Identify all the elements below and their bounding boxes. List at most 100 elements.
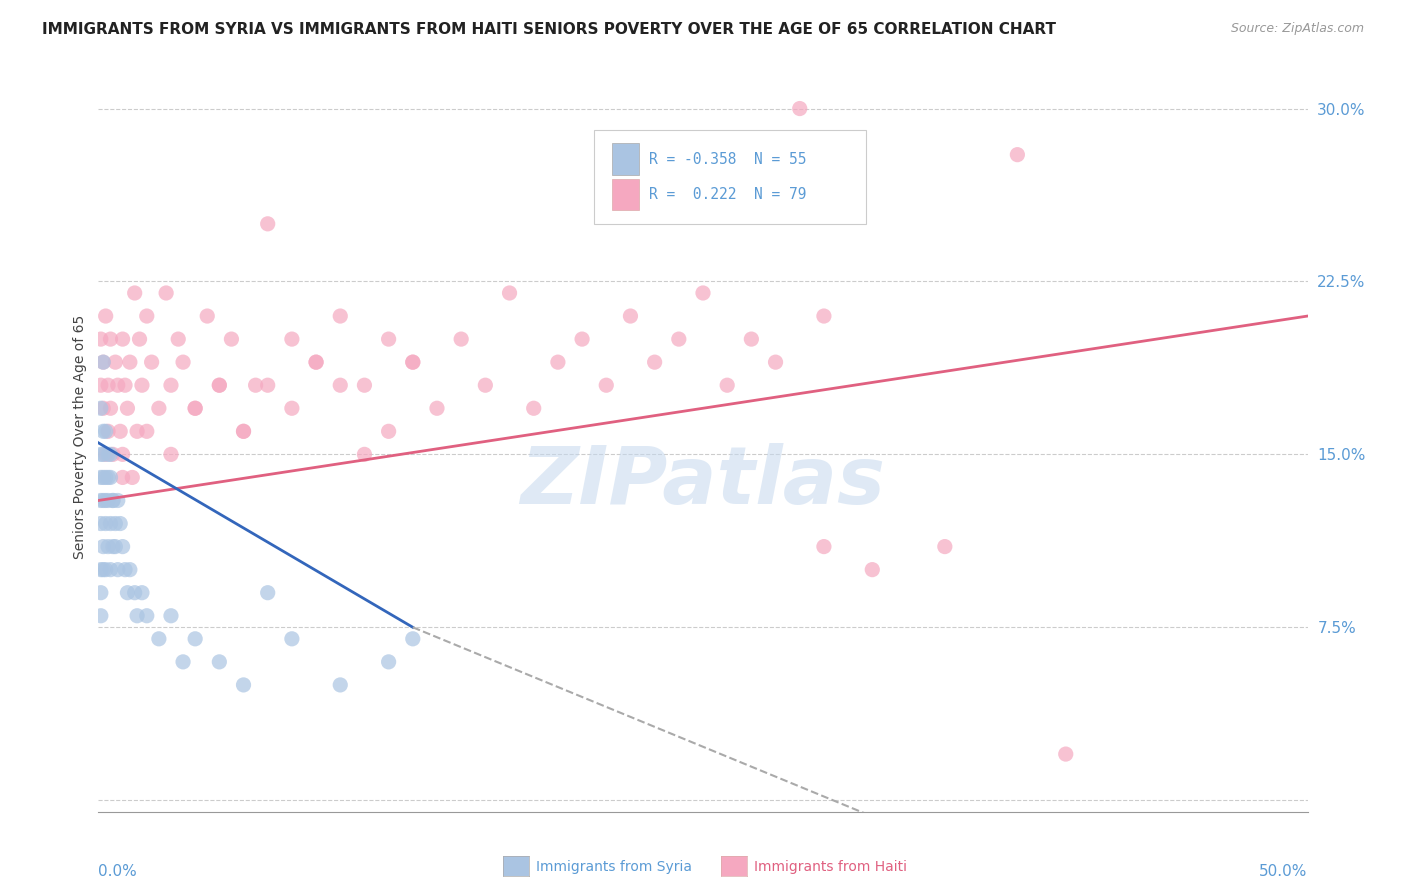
- Point: [91, 540, 114, 554]
- Point: [329, 378, 352, 392]
- Point: [104, 355, 127, 369]
- Point: [184, 401, 207, 416]
- Point: [94, 309, 117, 323]
- Point: [232, 678, 254, 692]
- Text: IMMIGRANTS FROM SYRIA VS IMMIGRANTS FROM HAITI SENIORS POVERTY OVER THE AGE OF 6: IMMIGRANTS FROM SYRIA VS IMMIGRANTS FROM…: [42, 22, 1056, 37]
- Point: [172, 655, 194, 669]
- Point: [256, 217, 278, 231]
- Point: [644, 355, 666, 369]
- Text: 0.0%: 0.0%: [98, 864, 138, 880]
- Point: [740, 332, 762, 346]
- Point: [377, 655, 399, 669]
- Point: [90, 401, 112, 416]
- Point: [135, 608, 157, 623]
- Point: [160, 378, 183, 392]
- Point: [111, 332, 134, 346]
- Point: [450, 332, 472, 346]
- Point: [114, 378, 136, 392]
- Point: [148, 401, 170, 416]
- Text: R =  0.222  N = 79: R = 0.222 N = 79: [648, 186, 806, 202]
- Point: [131, 585, 153, 599]
- Point: [111, 540, 134, 554]
- Text: R = -0.358  N = 55: R = -0.358 N = 55: [648, 152, 806, 167]
- Point: [141, 355, 163, 369]
- Point: [104, 516, 127, 531]
- Point: [100, 470, 122, 484]
- Point: [353, 378, 375, 392]
- Point: [208, 378, 231, 392]
- Point: [90, 493, 112, 508]
- Point: [860, 563, 883, 577]
- Point: [94, 563, 117, 577]
- Point: [195, 309, 218, 323]
- Point: [90, 608, 112, 623]
- Text: ZIPatlas: ZIPatlas: [520, 443, 886, 521]
- Point: [97, 425, 120, 439]
- Point: [135, 425, 157, 439]
- Point: [101, 447, 124, 461]
- Point: [135, 309, 157, 323]
- Point: [91, 425, 114, 439]
- Point: [90, 470, 112, 484]
- Point: [90, 447, 112, 461]
- Point: [108, 425, 131, 439]
- Point: [90, 516, 112, 531]
- FancyBboxPatch shape: [595, 130, 866, 224]
- Point: [208, 378, 231, 392]
- Point: [256, 378, 278, 392]
- Text: Source: ZipAtlas.com: Source: ZipAtlas.com: [1230, 22, 1364, 36]
- Point: [97, 540, 120, 554]
- Point: [377, 332, 399, 346]
- Point: [97, 470, 120, 484]
- Point: [91, 355, 114, 369]
- Point: [184, 632, 207, 646]
- Point: [668, 332, 690, 346]
- Point: [91, 447, 114, 461]
- Point: [789, 102, 811, 116]
- Point: [160, 608, 183, 623]
- Point: [97, 493, 120, 508]
- Point: [94, 425, 117, 439]
- Point: [94, 493, 117, 508]
- Point: [692, 285, 714, 300]
- Point: [111, 470, 134, 484]
- Point: [281, 332, 304, 346]
- Bar: [613, 144, 638, 175]
- Point: [91, 470, 114, 484]
- Text: Immigrants from Syria: Immigrants from Syria: [536, 860, 692, 874]
- Point: [128, 332, 150, 346]
- Point: [148, 632, 170, 646]
- Point: [329, 309, 352, 323]
- Point: [104, 540, 127, 554]
- Point: [94, 470, 117, 484]
- Point: [101, 540, 124, 554]
- Point: [256, 585, 278, 599]
- Point: [474, 378, 496, 392]
- Point: [498, 285, 520, 300]
- Point: [426, 401, 449, 416]
- Text: 50.0%: 50.0%: [1260, 864, 1308, 880]
- Point: [90, 378, 112, 392]
- Point: [108, 516, 131, 531]
- Point: [547, 355, 569, 369]
- Point: [124, 585, 146, 599]
- Point: [934, 540, 956, 554]
- Point: [208, 655, 231, 669]
- Point: [245, 378, 267, 392]
- Point: [765, 355, 787, 369]
- Point: [716, 378, 738, 392]
- Point: [127, 608, 149, 623]
- Point: [90, 332, 112, 346]
- Point: [94, 447, 117, 461]
- Point: [91, 355, 114, 369]
- Point: [117, 401, 139, 416]
- Point: [232, 425, 254, 439]
- Point: [160, 447, 183, 461]
- Point: [813, 309, 835, 323]
- Point: [118, 355, 141, 369]
- Point: [97, 447, 120, 461]
- Point: [402, 632, 425, 646]
- Point: [281, 632, 304, 646]
- Point: [305, 355, 328, 369]
- Point: [595, 378, 617, 392]
